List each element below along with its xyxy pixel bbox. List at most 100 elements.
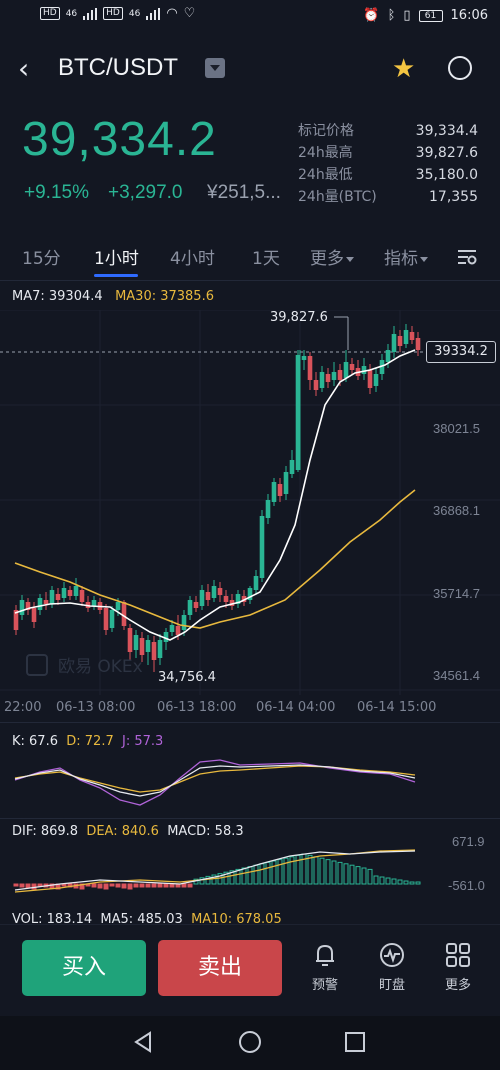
vol-ma10: MA10: 678.05 — [191, 912, 282, 924]
macd-bar — [379, 876, 385, 885]
macd-bar — [397, 879, 403, 885]
macd-bar — [367, 868, 373, 885]
candle-body — [25, 602, 31, 610]
chevron-down-icon — [420, 256, 428, 262]
buy-button[interactable]: 买入 — [22, 940, 146, 996]
ma7-line — [14, 349, 416, 641]
tab-4h[interactable]: 4小时 — [170, 249, 215, 269]
last-price: 39,334.2 — [22, 113, 217, 166]
macd-bar — [385, 877, 391, 885]
candlestick-chart[interactable] — [0, 310, 500, 695]
candle-body — [247, 588, 253, 600]
macd-divider — [0, 818, 500, 819]
alert-button[interactable]: 预警 — [305, 942, 345, 993]
candle-body — [43, 600, 49, 604]
candle-body — [55, 594, 61, 600]
macd-bar — [391, 878, 397, 885]
macd-bar — [241, 867, 247, 885]
candle-body — [253, 576, 259, 590]
back-icon[interactable]: ‹ — [18, 52, 30, 85]
candle-body — [325, 374, 331, 382]
candle-body — [367, 370, 373, 388]
macd-bar — [307, 854, 313, 885]
refresh-icon[interactable] — [448, 56, 472, 80]
macd-bar — [103, 883, 109, 890]
watch-button[interactable]: 盯盘 — [372, 942, 412, 993]
macd-bar — [25, 883, 31, 889]
macd-bar — [265, 861, 271, 885]
home-nav-icon[interactable] — [238, 1030, 262, 1054]
status-bar: HD 46 HD 46 ◠ ♡ ⏰ ᛒ ▯ 61 16:06 — [0, 0, 500, 36]
candle-body — [409, 332, 415, 340]
candle-body — [31, 608, 37, 622]
high-label: 39,827.6 — [270, 310, 328, 325]
stat-value: 17,355 — [429, 189, 478, 205]
ma7-label: MA7: 39304.4 — [12, 289, 103, 304]
tab-1h[interactable]: 1小时 — [94, 249, 139, 269]
kdj-j: J: 57.3 — [121, 734, 164, 749]
macd-dea-line — [14, 849, 416, 893]
macd-upper: 671.9 — [452, 834, 485, 849]
hd-badge-2: HD — [103, 7, 123, 20]
candle-body — [331, 372, 337, 380]
macd-bar — [247, 866, 253, 885]
stat-label: 24h最高 — [298, 145, 353, 161]
tabs-divider — [0, 280, 500, 281]
candle-body — [79, 590, 85, 602]
candle-body — [289, 460, 295, 474]
candle-body — [205, 592, 211, 600]
kdj-d: D: 72.7 — [66, 734, 114, 749]
recents-nav-icon[interactable] — [344, 1031, 366, 1053]
alert-label: 预警 — [311, 978, 338, 993]
kdj-k: K: 67.6 — [12, 734, 58, 749]
y-tick: 38021.5 — [433, 421, 480, 436]
candle-body — [391, 334, 397, 352]
candle-body — [229, 600, 235, 606]
vibrate-icon: ▯ — [403, 8, 411, 23]
macd-bar — [19, 883, 25, 888]
candle-body — [133, 635, 139, 650]
stat-label: 标记价格 — [298, 123, 354, 139]
macd-bar — [253, 864, 259, 885]
more-button[interactable]: 更多 — [438, 942, 478, 993]
pair-dropdown-icon[interactable] — [205, 58, 225, 78]
macd-bar — [187, 883, 193, 888]
tab-indicators-label: 指标 — [384, 249, 418, 269]
candle-body — [343, 362, 349, 378]
stat-row: 24h量(BTC) 17,355 — [298, 186, 478, 208]
macd-bar — [49, 883, 55, 889]
candle-body — [103, 608, 109, 630]
pair-title[interactable]: BTC/USDT — [58, 54, 178, 81]
candle-body — [121, 602, 127, 626]
favorite-star-icon[interactable]: ★ — [392, 54, 416, 84]
tab-15m[interactable]: 15分 — [22, 249, 61, 269]
settings-icon[interactable] — [456, 248, 478, 266]
tab-1d[interactable]: 1天 — [252, 249, 280, 269]
macd-legend: DIF: 869.8 DEA: 840.6 MACD: 58.3 — [12, 824, 244, 839]
tab-more[interactable]: 更多 — [310, 244, 354, 269]
candle-body — [175, 626, 181, 635]
macd-bar — [121, 883, 127, 889]
x-tick: 22:00 — [4, 700, 42, 715]
vol-legend: VOL: 183.14 MA5: 485.03 MA10: 678.05 — [12, 912, 282, 924]
x-tick: 06-13 08:00 — [56, 700, 136, 715]
back-nav-icon[interactable] — [132, 1030, 154, 1054]
macd-bar — [319, 857, 325, 885]
x-tick: 06-14 04:00 — [256, 700, 336, 715]
tab-indicators[interactable]: 指标 — [384, 244, 428, 269]
macd-bar — [373, 875, 379, 885]
macd-bar — [325, 859, 331, 885]
macd-bar — [13, 883, 19, 887]
macd-bar — [133, 883, 139, 888]
sell-button[interactable]: 卖出 — [158, 940, 282, 996]
macd-bar — [355, 866, 361, 885]
grid-icon — [446, 943, 470, 967]
change-percent: +9.15% — [24, 182, 89, 203]
macd-bar — [313, 856, 319, 885]
low-label: 34,756.4 — [158, 670, 216, 685]
candle-body — [49, 590, 55, 604]
stat-row: 24h最低 35,180.0 — [298, 164, 478, 186]
bluetooth-icon: ᛒ — [387, 8, 396, 23]
macd-bar — [229, 870, 235, 885]
macd-bar — [331, 860, 337, 885]
